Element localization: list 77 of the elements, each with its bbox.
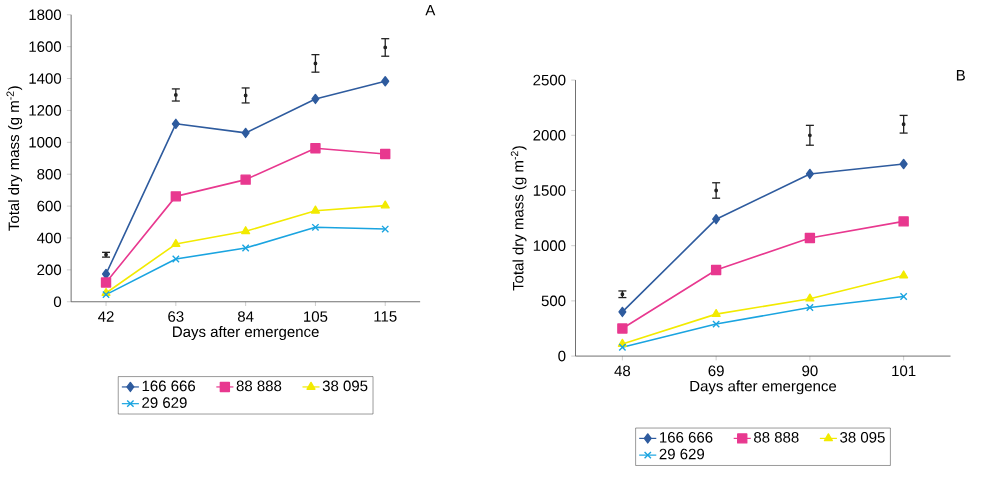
legend-label: 38 095: [322, 380, 368, 392]
point: [712, 320, 721, 328]
y-tick-label: 0: [53, 296, 62, 307]
x-axis-title: Days after emergence: [690, 380, 837, 395]
point: [241, 127, 250, 138]
y-tick-label: 1000: [533, 240, 566, 251]
x-axis-title: Days after emergence: [173, 325, 319, 340]
y-tick-label: 1200: [29, 104, 62, 116]
point: [618, 306, 627, 317]
point: [380, 148, 391, 160]
legend-label: 38 095: [840, 431, 885, 443]
text: A: [425, 4, 436, 16]
y-axis-title: Total dry mass (g m$^{-2}$): [6, 86, 23, 231]
y-tick-label: 800: [37, 168, 62, 180]
x-tick-label: 69: [708, 365, 724, 377]
point: [311, 93, 320, 105]
point: [240, 174, 251, 185]
x-tick-label: 63: [168, 311, 184, 322]
y-tick-label: 1600: [29, 41, 62, 52]
point: [171, 118, 180, 129]
point: [170, 191, 182, 202]
y-tick-label: 200: [37, 264, 62, 276]
point: [171, 238, 181, 247]
point: [380, 200, 390, 209]
y-tick-label: 1000: [29, 136, 62, 148]
y-tick-label: 1500: [533, 185, 566, 196]
point: [618, 343, 627, 351]
point: [899, 292, 908, 301]
point: [714, 188, 719, 193]
x-tick-label: 115: [374, 311, 397, 322]
point: [383, 45, 388, 50]
point: [710, 264, 722, 276]
point: [100, 277, 112, 288]
x-tick-label: 48: [614, 365, 631, 377]
point: [171, 255, 180, 263]
y-tick-label: 500: [541, 295, 566, 307]
point: [381, 75, 390, 87]
y-tick-label: 400: [36, 232, 62, 244]
x-tick-label: 101: [892, 365, 916, 377]
legend-label: 88 888: [754, 431, 799, 443]
y-axis-title: Total dry mass (g m$^{-2}$): [510, 146, 527, 291]
point: [313, 61, 318, 66]
y-tick-label: 2500: [533, 74, 566, 86]
legend-label: 29 629: [142, 397, 187, 408]
y-tick-label: 1800: [29, 9, 62, 20]
point: [805, 168, 814, 179]
point: [805, 293, 815, 302]
point: [310, 205, 321, 214]
point: [311, 223, 320, 232]
legend-label: 29 629: [659, 448, 705, 460]
point: [804, 232, 816, 244]
point: [241, 225, 251, 235]
point: [899, 158, 908, 170]
point: [899, 270, 909, 279]
point: [243, 93, 248, 98]
y-tick-label: 1400: [29, 73, 62, 84]
text: B: [956, 69, 965, 81]
y-tick-label: 0: [558, 350, 566, 362]
point: [807, 133, 812, 138]
y-tick-label: 600: [37, 200, 62, 212]
point: [173, 92, 178, 97]
point: [711, 308, 721, 317]
point: [381, 225, 390, 233]
legend-label: 88 888: [236, 380, 282, 392]
x-tick-label: 42: [98, 311, 114, 322]
point: [241, 244, 250, 252]
x-tick-label: 84: [237, 311, 254, 322]
legend-label: 166 666: [660, 431, 713, 443]
x-tick-label: 90: [802, 365, 818, 377]
point: [712, 213, 721, 225]
x-tick-label: 105: [304, 311, 328, 322]
point: [898, 216, 909, 227]
legend-label: 166 666: [142, 380, 196, 392]
point: [617, 323, 628, 334]
y-tick-label: 2000: [533, 129, 566, 141]
point: [310, 142, 321, 154]
point: [901, 122, 906, 126]
